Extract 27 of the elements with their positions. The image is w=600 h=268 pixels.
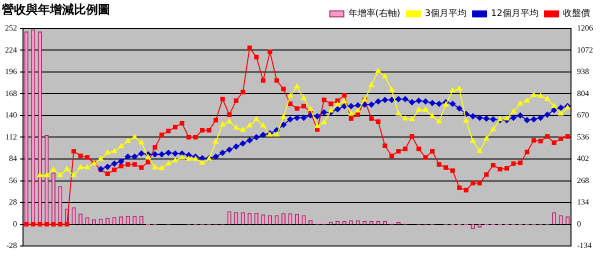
chart-title: 營收與年增減比例圖 [2, 2, 110, 16]
y-tick-label: 168 [5, 88, 17, 98]
y-tick-label: 196 [5, 67, 17, 76]
y2-tick-label: 1206 [577, 23, 593, 32]
y2-tick-label: 670 [577, 110, 589, 120]
legend-label: 年增率(右軸) [348, 8, 400, 20]
y-tick-label: 28 [9, 198, 17, 207]
y2-tick-label: 938 [577, 67, 589, 76]
legend-label: 3個月平均 [424, 8, 467, 20]
y-tick-label: 112 [5, 132, 17, 142]
y2-tick-label: 1072 [577, 45, 593, 54]
y-tick-label: 140 [5, 110, 17, 120]
y-tick-label: 0 [13, 219, 17, 228]
y2-tick-label: 804 [577, 88, 589, 98]
y-tick-label: 84 [9, 154, 17, 164]
y2-tick-label: 0 [577, 219, 581, 228]
y2-tick-label: 536 [577, 132, 589, 142]
legend-label: 12個月平均 [491, 8, 538, 20]
y2-tick-label: 402 [577, 154, 589, 164]
legend-label: 收盤價 [563, 8, 590, 20]
y2-tick-label: 268 [577, 176, 589, 185]
y-tick-label: -28 [6, 241, 17, 250]
y-tick-label: 56 [9, 176, 17, 185]
y2-tick-label: 134 [577, 198, 589, 207]
y-tick-label: 252 [5, 23, 17, 32]
y-tick-label: 224 [5, 45, 17, 54]
y2-tick-label: -134 [577, 241, 592, 250]
